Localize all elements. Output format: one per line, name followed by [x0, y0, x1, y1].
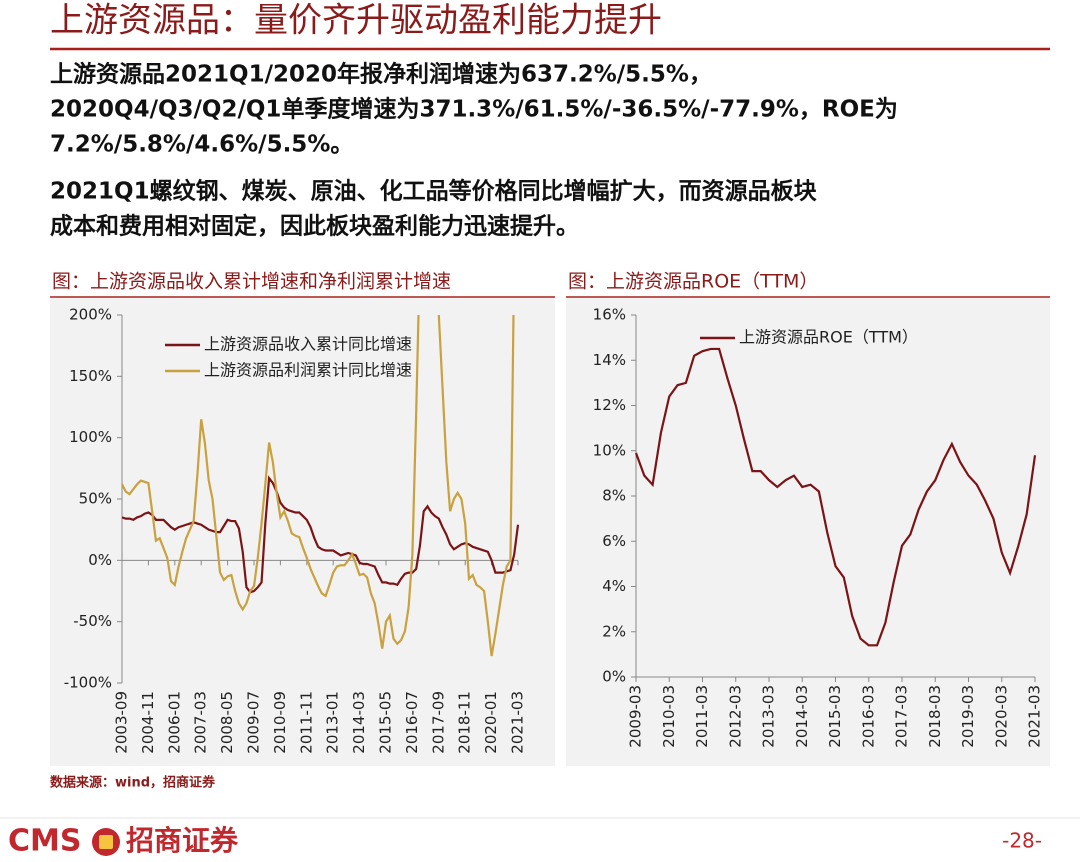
paragraph-line: 2020Q4/Q3/Q2/Q1单季度增速为371.3%/61.5%/-36.5%… — [50, 96, 898, 123]
logo-icon-inner — [99, 835, 113, 849]
y-tick-label: 14% — [593, 351, 626, 369]
x-tick-label: 2007-03 — [192, 691, 210, 754]
y-tick-label: 10% — [593, 441, 626, 459]
paragraph-line: 成本和费用相对固定，因此板块盈利能力迅速提升。 — [50, 213, 579, 240]
paragraph-line: 2021Q1螺纹钢、煤炭、原油、化工品等价格同比增幅扩大，而资源品板块 — [50, 178, 817, 205]
paragraph-line: 7.2%/5.8%/4.6%/5.5%。 — [50, 132, 353, 158]
x-tick-label: 2011-03 — [693, 685, 711, 748]
y-tick-label: 6% — [602, 532, 626, 550]
x-tick-label: 2004-11 — [139, 691, 157, 754]
y-tick-label: 150% — [69, 367, 112, 385]
legend-label: 上游资源品ROE（TTM） — [739, 328, 918, 347]
x-tick-label: 2010-09 — [271, 691, 289, 754]
y-tick-label: 4% — [602, 577, 626, 595]
series-line — [122, 315, 515, 657]
x-tick-label: 2009-03 — [627, 685, 645, 748]
chart-caption: 图：上游资源品ROE（TTM） — [568, 271, 818, 293]
series-line — [122, 475, 520, 594]
x-tick-label: 2014-03 — [793, 685, 811, 748]
chart-caption: 图：上游资源品收入累计增速和净利润累计增速 — [52, 271, 451, 293]
panel-left — [50, 298, 555, 766]
slide-title: 上游资源品：量价齐升驱动盈利能力提升 — [50, 1, 662, 41]
legend-label: 上游资源品利润累计同比增速 — [204, 361, 412, 380]
panel-right — [566, 298, 1050, 766]
x-tick-label: 2020-03 — [992, 685, 1010, 748]
x-tick-label: 2018-03 — [926, 685, 944, 748]
y-tick-label: 200% — [69, 306, 112, 324]
x-tick-label: 2011-11 — [297, 691, 315, 754]
x-tick-label: 2021-03 — [1026, 685, 1044, 748]
y-tick-label: 50% — [79, 490, 112, 508]
y-tick-label: 12% — [593, 396, 626, 414]
y-tick-label: 0% — [602, 668, 626, 686]
x-tick-label: 2012-03 — [726, 685, 744, 748]
x-tick-label: 2003-09 — [113, 691, 131, 754]
x-tick-label: 2017-03 — [893, 685, 911, 748]
x-tick-label: 2021-03 — [509, 691, 527, 754]
y-tick-label: 8% — [602, 487, 626, 505]
y-tick-label: 2% — [602, 622, 626, 640]
x-tick-label: 2013-01 — [324, 691, 342, 754]
paragraph-line: 上游资源品2021Q1/2020年报净利润增速为637.2%/5.5%， — [50, 61, 712, 88]
y-tick-label: 0% — [88, 551, 112, 569]
source-note: 数据来源：wind，招商证券 — [50, 775, 216, 791]
y-tick-label: 16% — [593, 306, 626, 324]
x-tick-label: 2015-03 — [826, 685, 844, 748]
x-tick-label: 2016-07 — [403, 691, 421, 754]
x-tick-label: 2006-01 — [165, 691, 183, 754]
legend-label: 上游资源品收入累计同比增速 — [204, 335, 412, 354]
x-tick-label: 2010-03 — [660, 685, 678, 748]
series-line — [634, 347, 1037, 647]
x-tick-label: 2008-05 — [218, 691, 236, 754]
page-number: -28- — [1002, 829, 1042, 853]
x-tick-label: 2015-05 — [377, 691, 395, 754]
footer-logo: CMS — [8, 824, 81, 859]
x-tick-label: 2016-03 — [859, 685, 877, 748]
x-tick-label: 2009-07 — [245, 691, 263, 754]
x-tick-label: 2018-11 — [456, 691, 474, 754]
footer-company: 招商证券 — [126, 824, 239, 857]
x-tick-label: 2020-01 — [482, 691, 500, 754]
x-tick-label: 2013-03 — [760, 685, 778, 748]
plot-area — [122, 315, 520, 657]
x-tick-label: 2019-03 — [959, 685, 977, 748]
y-tick-label: 100% — [69, 428, 112, 446]
y-tick-label: -100% — [64, 674, 112, 692]
x-tick-label: 2014-03 — [350, 691, 368, 754]
plot-area — [634, 347, 1037, 647]
y-tick-label: -50% — [73, 612, 112, 630]
x-tick-label: 2017-09 — [429, 691, 447, 754]
